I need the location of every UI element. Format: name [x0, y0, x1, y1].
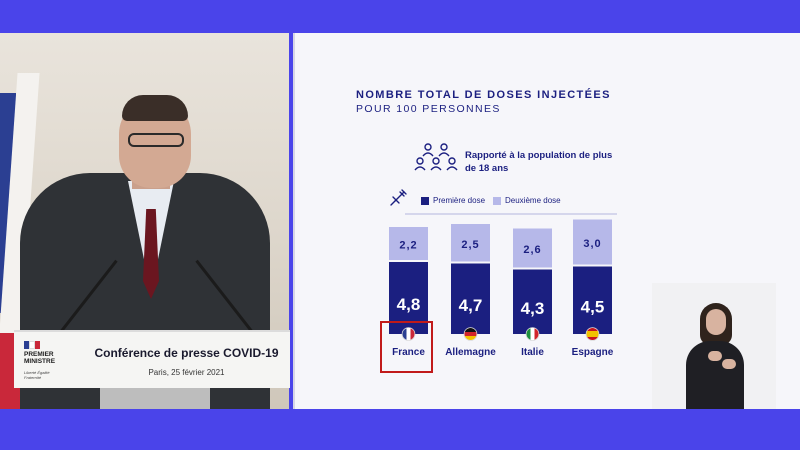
logo-title: PREMIER MINISTRE	[24, 351, 56, 365]
logo-motto: Liberté Égalité Fraternité	[24, 370, 50, 380]
legend-swatch-first-dose	[421, 196, 429, 205]
interpreter-hand-right	[722, 359, 736, 369]
legend-item-second-dose: Deuxième dose	[493, 196, 561, 205]
label-first-dose-france: 4,8	[397, 295, 421, 314]
premier-ministre-logo: PREMIER MINISTRE Liberté Égalité Fratern…	[18, 339, 80, 389]
bar-second-dose-espagne	[573, 219, 612, 265]
speaker-hair	[122, 95, 188, 121]
chart-subtitle: POUR 100 PERSONNES	[356, 103, 501, 115]
flag-stripes-espagne	[586, 328, 599, 340]
category-label-italie: Italie	[521, 347, 544, 358]
label-first-dose-allemagne: 4,7	[459, 296, 483, 315]
legend-divider	[405, 213, 617, 215]
speaker-glasses	[128, 133, 184, 147]
podium: PREMIER MINISTRE Liberté Égalité Fratern…	[14, 330, 290, 388]
flag-stripes-france	[402, 328, 415, 340]
label-first-dose-italie: 4,3	[521, 299, 545, 318]
podium-subtitle: Paris, 25 février 2021	[148, 368, 225, 377]
label-second-dose-italie: 2,6	[523, 244, 541, 256]
bar-first-dose-allemagne	[451, 263, 490, 334]
interpreter-hand-left	[708, 351, 722, 361]
chart-annotation: Rapporté à la population de plus de 18 a…	[465, 150, 613, 174]
bar-second-dose-allemagne	[451, 224, 490, 262]
legend-item-first-dose: Première dose	[421, 196, 485, 205]
people-icon	[414, 143, 458, 171]
label-second-dose-espagne: 3,0	[583, 238, 601, 250]
category-label-france: France	[392, 347, 425, 358]
legend-label-first-dose: Première dose	[433, 196, 486, 205]
podium-base	[100, 388, 210, 409]
marianne-icon	[24, 341, 41, 349]
legend-swatch-second-dose	[493, 196, 501, 205]
bar-first-dose-espagne	[573, 266, 612, 334]
chart-title: NOMBRE TOTAL DE DOSES INJECTÉES	[356, 89, 611, 101]
legend-label-second-dose: Deuxième dose	[505, 196, 561, 205]
sign-interpreter-panel	[652, 283, 776, 409]
flag-stripes-italie	[526, 328, 539, 340]
france-highlight-box	[380, 321, 433, 373]
bar-second-dose-italie	[513, 228, 552, 268]
bar-second-dose-france	[389, 227, 428, 260]
bar-first-dose-italie	[513, 269, 552, 334]
category-label-allemagne: Allemagne	[445, 347, 496, 358]
category-label-espagne: Espagne	[572, 347, 614, 358]
flag-stripes-allemagne	[464, 328, 477, 340]
speaker-tie	[143, 209, 159, 299]
label-second-dose-allemagne: 2,5	[461, 239, 479, 251]
label-first-dose-espagne: 4,5	[581, 297, 605, 316]
label-second-dose-france: 2,2	[399, 240, 417, 252]
syringe-icon	[390, 189, 407, 206]
podium-title: Conférence de presse COVID-19	[94, 346, 279, 360]
interpreter-face	[706, 309, 726, 335]
bar-chart: 4,8 2,2 France 4,7 2,5 Allemagne 4,3 2,6 Italie 4…	[389, 219, 614, 358]
